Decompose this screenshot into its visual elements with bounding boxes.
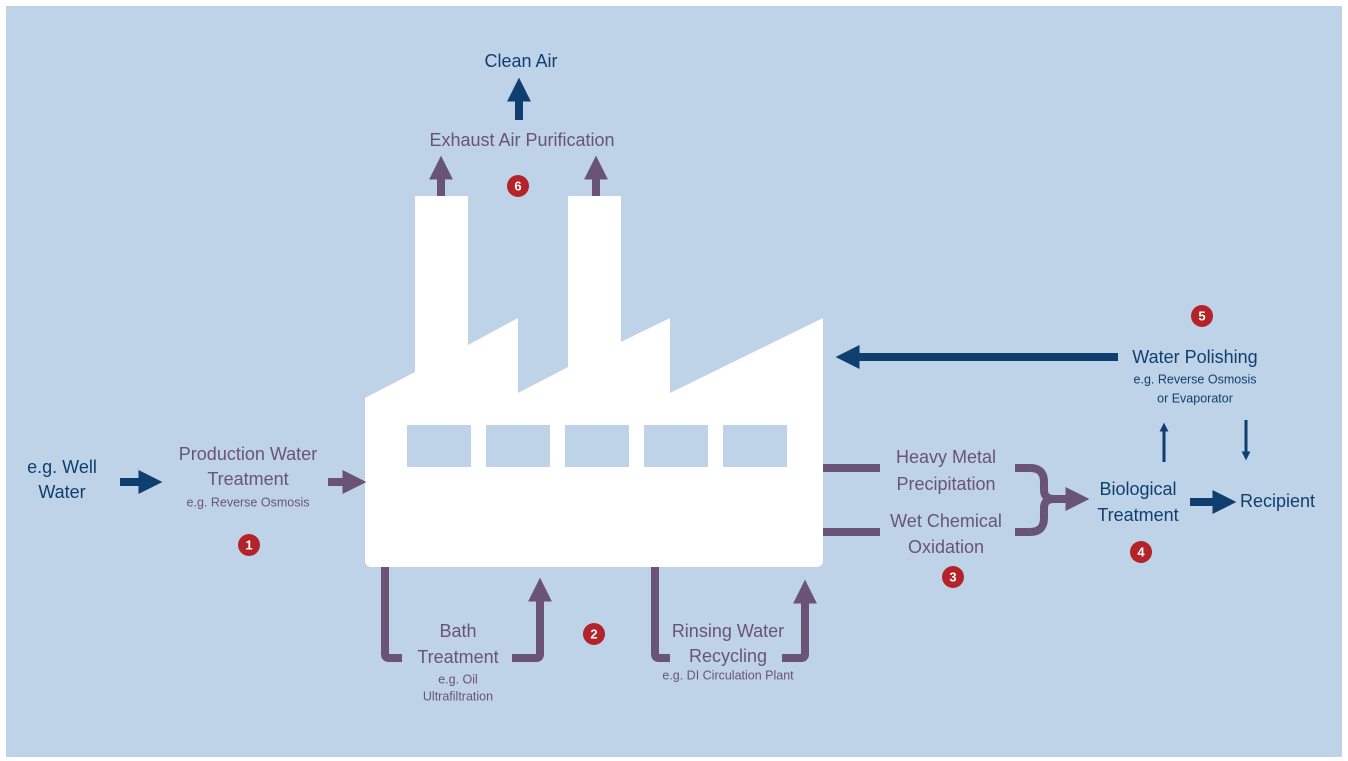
node-label: Recycling <box>689 646 767 666</box>
node-label: Wet Chemical <box>890 511 1002 531</box>
node-note: Ultrafiltration <box>423 689 493 703</box>
node-label: e.g. Well <box>27 457 97 477</box>
node-note: or Evaporator <box>1157 391 1233 405</box>
diagram: e.g. Well Water Production Water Treatment e… <box>0 0 1348 761</box>
step-number: 6 <box>514 178 521 193</box>
node-label: Rinsing Water <box>672 621 784 641</box>
step-number: 1 <box>245 537 252 552</box>
node-label: Water <box>38 482 85 502</box>
step-number: 2 <box>590 626 597 641</box>
node-note: e.g. Reverse Osmosis <box>1134 372 1257 386</box>
factory-windows <box>407 425 787 467</box>
node-label: Treatment <box>207 469 288 489</box>
node-label: Precipitation <box>896 474 995 494</box>
node-note: e.g. DI Circulation Plant <box>662 668 794 682</box>
node-label: Recipient <box>1240 491 1315 511</box>
node-label: Heavy Metal <box>896 447 996 467</box>
node-label: Treatment <box>417 647 498 667</box>
node-label: Biological <box>1099 479 1176 499</box>
step-number: 3 <box>949 569 956 584</box>
node-label: Clean Air <box>484 51 557 71</box>
node-label: Bath <box>439 621 476 641</box>
step-number: 5 <box>1198 308 1205 323</box>
node-label: Oxidation <box>908 537 984 557</box>
node-label: Water Polishing <box>1132 347 1257 367</box>
step-number: 4 <box>1137 544 1145 559</box>
node-label: Exhaust Air Purification <box>429 130 614 150</box>
node-label: Treatment <box>1097 505 1178 525</box>
node-note: e.g. Reverse Osmosis <box>187 495 310 509</box>
node-note: e.g. Oil <box>438 672 478 686</box>
node-label: Production Water <box>179 444 317 464</box>
